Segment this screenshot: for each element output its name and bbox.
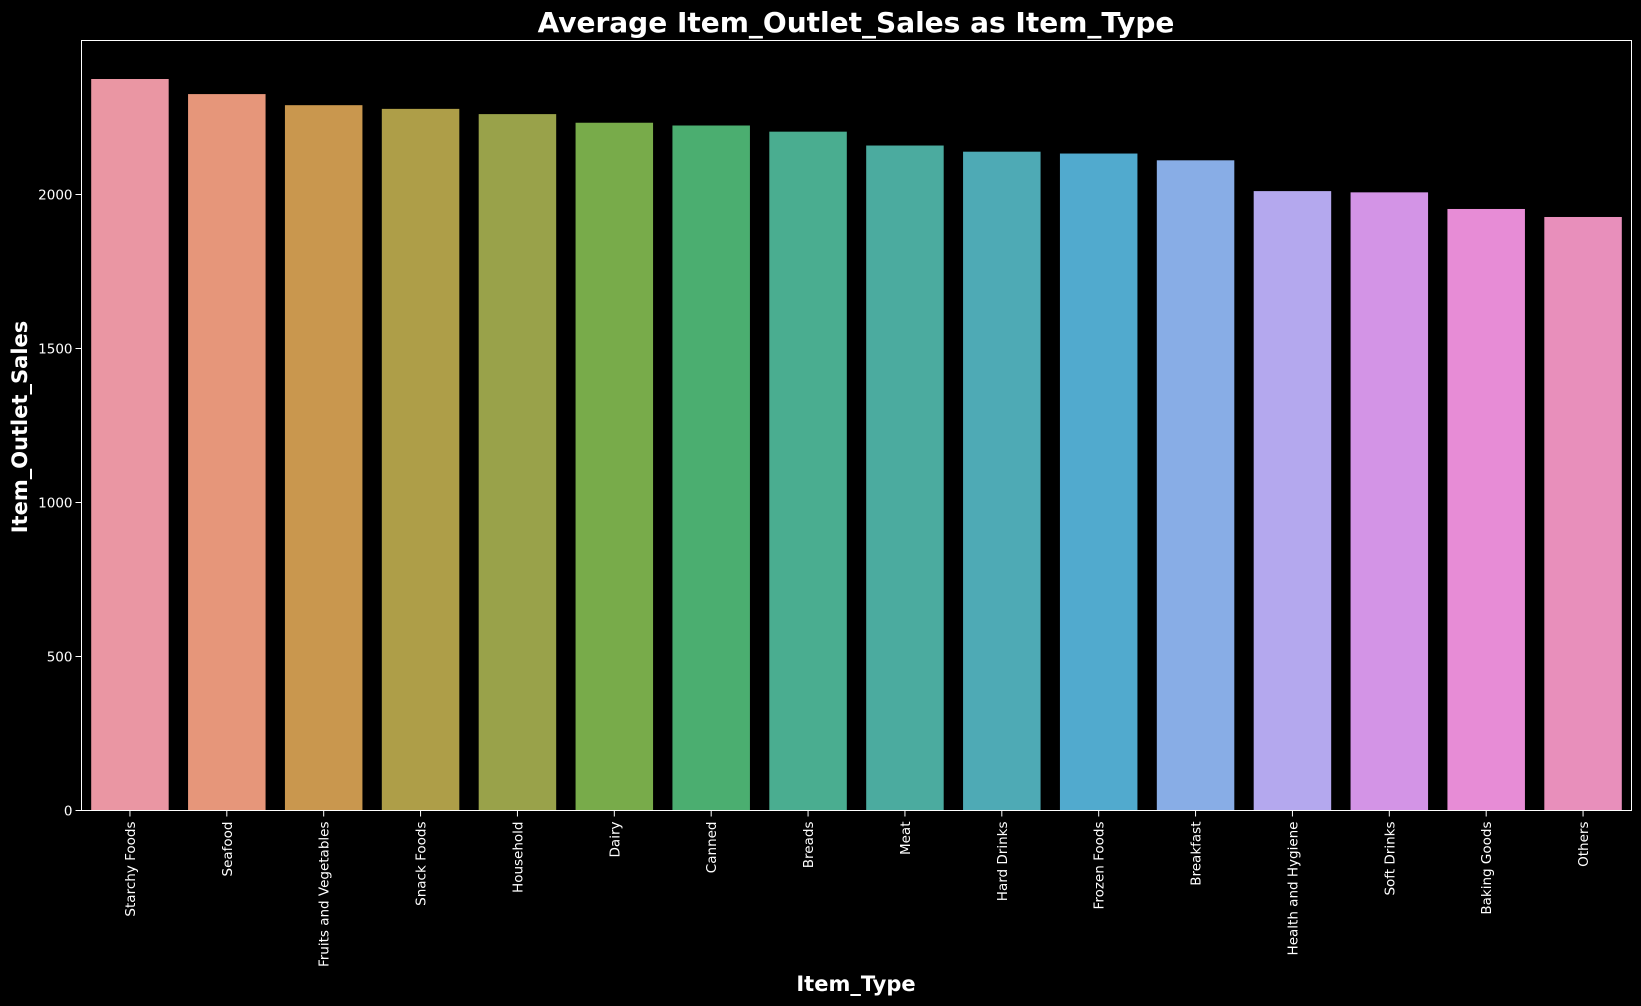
y-tick-label: 1500 [38,342,72,358]
y-axis: 0 500 1000 1500 2000 [38,188,82,820]
x-tick-label: Frozen Foods [1092,822,1108,910]
x-tick-label: Snack Foods [414,822,430,906]
bar-dairy [575,122,654,811]
bar-breakfast [1156,160,1235,811]
y-axis-label: Item_Outlet_Sales [8,321,32,534]
x-tick-label: Hard Drinks [995,822,1011,902]
bar-snack-foods [381,108,460,811]
bars-group [91,79,1622,811]
x-tick-label: Dairy [607,821,623,857]
x-axis-label: Item_Type [796,972,915,996]
x-tick-label: Starchy Foods [123,822,139,917]
bar-baking-goods [1447,208,1525,811]
bar-soft-drinks [1350,192,1429,811]
bar-meat [866,145,944,811]
bar-health-and-hygiene [1253,191,1332,811]
x-tick-label: Seafood [220,822,236,877]
y-tick-label: 1000 [38,496,72,512]
x-tick-label: Fruits and Vegetables [317,822,333,968]
bar-breads [769,131,847,811]
chart-title: Average Item_Outlet_Sales as Item_Type [538,6,1175,39]
y-tick-label: 0 [64,804,73,820]
x-tick-label: Baking Goods [1479,822,1495,915]
x-tick-label: Breads [801,822,817,869]
x-tick-label: Breakfast [1189,822,1205,886]
x-tick-label: Canned [704,822,720,874]
x-tick-label: Health and Hygiene [1285,822,1301,956]
bar-household [478,114,557,811]
x-axis: Starchy Foods Seafood Fruits and Vegetable… [123,810,1592,968]
bar-seafood [188,94,266,811]
bar-hard-drinks [963,151,1041,811]
bar-starchy-foods [91,79,169,811]
bar-frozen-foods [1059,153,1138,811]
x-tick-label: Household [510,822,526,893]
bar-fruits-and-vegetables [284,105,363,811]
bar-canned [672,125,750,811]
y-tick-label: 2000 [38,188,72,204]
y-tick-label: 500 [47,650,73,666]
x-tick-label: Soft Drinks [1382,822,1398,896]
bar-others [1544,216,1622,811]
x-tick-label: Others [1576,822,1592,867]
plot-frame [81,40,1632,811]
x-tick-label: Meat [898,822,914,856]
